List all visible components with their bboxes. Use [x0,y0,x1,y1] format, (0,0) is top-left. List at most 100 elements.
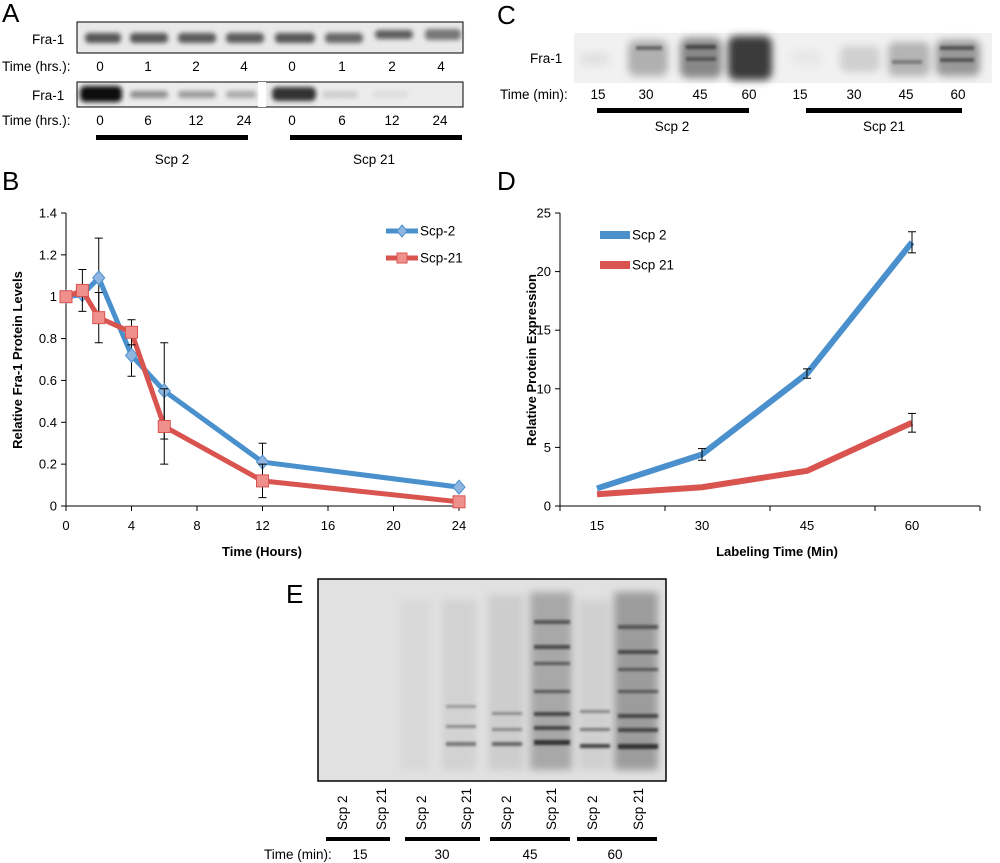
data-point [59,290,73,304]
panel-a-time-value: 0 [96,59,104,74]
legend-label: Scp-21 [420,251,463,266]
panel-e-time-value: 45 [522,847,537,862]
panel-d-letter: D [497,166,516,196]
panel-d-y-axis-title: Relative Protein Expression [524,274,539,446]
legend-item: Scp 21 [600,258,674,273]
y-tick-label: 25 [537,206,551,221]
panel-a-group-label-1: Scp 2 [155,152,190,167]
x-tick-label: 60 [905,518,919,533]
series-scp-2 [596,231,916,492]
panel-e-lane-label: Scp 21 [459,788,474,830]
panel-b-x-ticks: 0 4 8 12 16 20 24 [62,506,466,533]
data-point [92,311,106,325]
panel-e-lane-label: Scp 2 [499,795,514,830]
panel-a-group-bar-2 [290,135,462,140]
panel-e-lane-label: Scp 2 [335,795,350,830]
panel-c-time-value: 60 [950,87,965,102]
panel-c-letter: C [497,0,516,30]
panel-c-time-value: 30 [846,87,861,102]
panel-d-legend: Scp 2 Scp 21 [600,228,674,273]
panel-c-group-label-2: Scp 21 [863,119,905,134]
y-tick-label: 0.8 [39,331,57,346]
panel-a-time-value: 1 [144,59,152,74]
panel-a-blot-2-gap [258,82,266,107]
panel-e: E [264,578,667,862]
panel-a-time-label-1: Time (hrs.): [2,59,71,74]
legend-item: Scp 2 [600,228,667,243]
panel-c-group-bar-2 [806,108,962,113]
panel-a-time-value: 4 [437,59,445,74]
panel-e-lane-label: Scp 21 [544,788,559,830]
data-point [125,325,138,339]
panel-d-plot [596,231,916,498]
panel-c-times: 15 30 45 60 15 30 45 60 [590,87,965,102]
y-tick-label: 0.6 [39,373,57,388]
panel-a-time-value: 6 [338,113,346,128]
panel-c-time-value: 15 [792,87,807,102]
panel-e-group-bar-3 [490,837,570,841]
panel-c-time-value: 30 [638,87,653,102]
panel-c-time-value: 45 [692,87,707,102]
panel-e-group-bar-4 [577,837,657,841]
x-tick-label: 20 [386,518,400,533]
panel-b-y-ticks: 0 0.2 0.4 0.6 0.8 1 1.2 1.4 [39,206,66,514]
legend-marker [396,224,408,238]
panel-a-time-value: 24 [236,113,252,128]
panel-c: C Fra-1 Time (min): [497,0,992,134]
panel-e-time-value: 60 [607,847,622,862]
panel-e-lane-labels: Scp 2 Scp 21 Scp 2 Scp 21 Scp 2 Scp 21 Scp 2 Sc… [335,788,646,830]
panel-e-lane-label: Scp 21 [631,788,646,830]
panel-d-x-axis-title: Labeling Time (Min) [716,544,838,559]
panel-a-blot-2-label: Fra-1 [32,88,64,103]
panel-a-time-value: 2 [192,59,200,74]
x-tick-label: 30 [695,518,709,533]
panel-a-group-label-2: Scp 21 [353,152,395,167]
data-point [256,474,269,488]
panel-a-time-value: 0 [96,113,104,128]
panel-b-y-axis-title: Relative Fra-1 Protein Levels [10,271,25,449]
legend-label: Scp 21 [632,258,674,273]
x-tick-label: 45 [800,518,814,533]
panel-c-time-value: 15 [590,87,605,102]
panel-c-time-value: 45 [898,87,913,102]
data-point [157,419,171,433]
x-tick-label: 8 [193,518,200,533]
panel-a-time-value: 4 [240,59,248,74]
series-line [596,420,914,498]
y-tick-label: 20 [537,264,551,279]
panel-a-group-bar-1 [96,135,248,140]
panel-a-blot-1-label: Fra-1 [32,32,64,47]
panel-e-letter: E [286,579,303,609]
y-tick-label: 0 [50,499,57,514]
data-point [92,270,106,286]
panel-e-lane-label: Scp 21 [374,788,389,830]
y-tick-label: 1.4 [39,206,57,221]
panel-d-x-ticks: 15 30 45 60 [559,506,981,533]
panel-d: D 0 5 10 15 20 25 15 30 45 60 Labeling Time (Min… [497,166,981,559]
panel-d-y-ticks: 0 5 10 15 20 25 [537,206,560,514]
x-tick-label: 16 [321,518,335,533]
panel-b-letter: B [2,166,19,196]
series-scp-2 [59,237,466,495]
panel-b: B 0 0.2 0.4 0.6 0.8 1 1.2 1.4 0 4 8 12 16 20 24 Time … [2,166,466,559]
panel-a-row1-times: 0 1 2 4 0 1 2 4 [96,59,445,74]
panel-e-time-value: 30 [434,847,449,862]
data-point [124,347,139,364]
series-line [596,240,915,492]
legend-marker [396,252,408,264]
panel-a-time-value: 24 [432,113,448,128]
legend-item: Scp-2 [386,224,455,239]
panel-e-group-bar-2 [405,837,480,841]
panel-a-blot-2-bands [80,86,408,102]
y-tick-label: 1 [50,289,57,304]
x-tick-label: 12 [255,518,269,533]
panel-c-time-value: 60 [741,87,756,102]
panel-e-lane-label: Scp 2 [414,795,429,830]
y-tick-label: 0.2 [39,457,57,472]
panel-b-x-axis-title: Time (Hours) [222,544,302,559]
panel-c-blot-bands [580,36,980,80]
y-tick-label: 15 [537,323,551,338]
y-tick-label: 1.2 [39,247,57,262]
